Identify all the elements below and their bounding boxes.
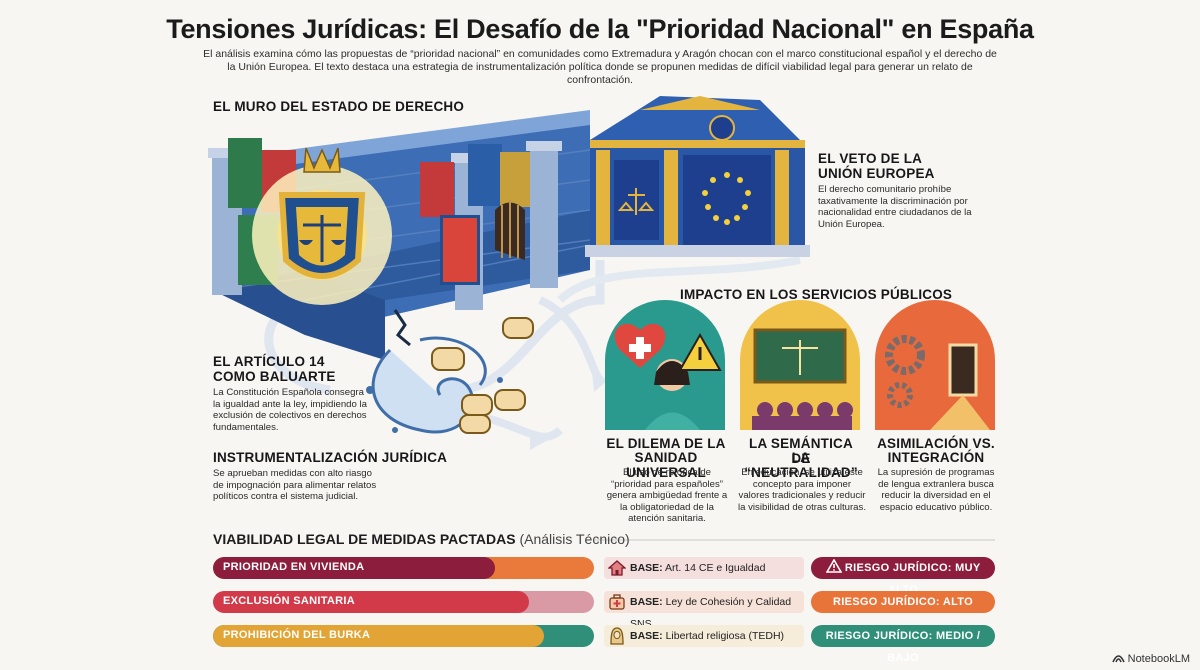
card-integration-heading-1: ASIMILACIÓN VS. [877,436,995,451]
card-education-text: En educación, se utiliza este concepto p… [738,467,866,513]
viability-row: PROHIBICIÓN DEL BURKA BASE: Libertad rel… [213,625,995,664]
warning-icon [825,558,842,573]
veiled-person-icon [610,627,624,645]
card-integration-image [875,300,995,430]
page-subtitle: El análisis examina cómo las propuestas … [203,48,997,86]
crown-icon [303,147,341,173]
risk-badge: RIESGO JURÍDICO: ALTO [811,591,995,613]
card-integration-heading-2: INTEGRACIÓN [887,450,985,465]
heading-instrumentalization: INSTRUMENTALIZACIÓN JURÍDICA [213,450,448,465]
card-health-image [605,300,725,430]
notebooklm-logo-icon [1111,655,1125,663]
measure-label: PROHIBICIÓN DEL BURKA [223,629,371,641]
text-instrumentalization: Se aprueban medidas con alto riasgo de i… [213,468,377,503]
measure-label: EXCLUSIÓN SANITARIA [223,595,356,607]
legal-base: BASE: Art. 14 CE e Igualdad [604,557,804,579]
card-education-heading-2: LA “NEUTRALIDAD” [744,450,858,480]
measure-bar-fill [213,557,495,579]
card-integration-text: La supresión de programas de lengua extr… [877,467,995,513]
viability-row: EXCLUSIÓN SANITARIA BASE: Ley de Cohesió… [213,591,995,630]
heading-article-14-1: EL ARTÍCULO 14 [213,354,325,369]
legal-base: BASE: Ley de Cohesión y Calidad SNS [604,591,804,630]
viability-heading: VIABILIDAD LEGAL DE MEDIDAS PACTADAS (An… [213,531,630,547]
measure-bar: PRIORIDAD EN VIVIENDA [213,557,594,579]
page-title: Tensiones Jurídicas: El Desafío de la "P… [166,14,1034,44]
heading-public-services: IMPACTO EN LOS SERVICIOS PÚBLICOS [680,287,953,302]
card-education-image [740,300,860,430]
heading-eu-veto-2: UNIÓN EUROPEA [818,166,935,181]
heading-article-14-2: COMO BALUARTE [213,369,336,384]
viability-row: PRIORIDAD EN VIVIENDA BASE: Art. 14 CE e… [213,557,995,596]
medical-kit-icon [609,594,625,610]
notebooklm-logo[interactable]: NotebookLM [1111,652,1190,665]
eu-building [585,96,810,257]
measure-bar: EXCLUSIÓN SANITARIA [213,591,594,613]
house-icon [608,560,626,576]
speech-bubbles-icon [431,317,534,434]
card-health-text: El uso de retórica de “prioridad para es… [606,467,728,525]
legal-base: BASE: Libertad religiosa (TEDH) [604,625,804,647]
measure-bar: PROHIBICIÓN DEL BURKA [213,625,594,647]
card-health-heading-2: SANIDAD UNIVERSAL [626,450,706,480]
text-eu-veto: El derecho comunitario prohíbe taxativam… [818,184,972,230]
risk-badge: RIESGO JURÍDICO: MUY ALTO [811,557,995,596]
card-health-heading-1: EL DILEMA DE LA [606,436,726,451]
measure-label: PRIORIDAD EN VIVIENDA [223,561,365,573]
text-article-14: La Constitución Española consegra la igu… [213,387,367,433]
justice-shield [278,147,366,279]
measure-bar-fill [213,625,545,647]
card-education-heading-1: LA SEMÁNTICA DE [749,436,853,466]
heading-wall: EL MURO DEL ESTADO DE DERECHO [213,99,465,114]
measure-bar-fill [213,591,530,613]
water-splash [366,336,503,434]
risk-badge: RIESGO JURÍDICO: MEDIO / BAJO [811,625,995,664]
heading-eu-veto-1: EL VETO DE LA [818,151,923,166]
